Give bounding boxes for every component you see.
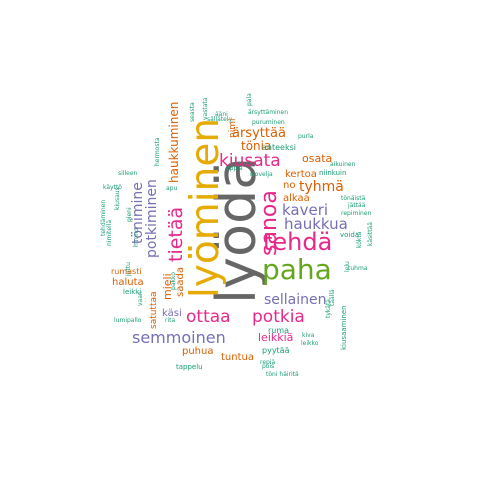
cloud-word: jättää (348, 202, 366, 209)
cloud-word: kiusaus (114, 187, 121, 210)
cloud-word: tehdäminen (100, 199, 107, 236)
cloud-word: seasta (189, 102, 196, 122)
cloud-word: tietää (165, 206, 187, 262)
cloud-word: lelu (344, 261, 351, 272)
cloud-word: rita (165, 317, 176, 324)
cloud-word: sällätely (207, 116, 233, 123)
cloud-word: lyöminen (183, 117, 228, 298)
cloud-word: niinkuin (319, 169, 347, 177)
cloud-word: puhua (182, 346, 214, 357)
cloud-word: ääni (215, 111, 228, 118)
cloud-word: käsi (162, 308, 182, 319)
cloud-word: semmoinen (132, 328, 226, 347)
cloud-word: repiminen (341, 210, 372, 217)
cloud-word: silleen (118, 170, 138, 177)
cloud-word: oppia (226, 165, 243, 172)
cloud-word: tönäistä (341, 195, 366, 202)
cloud-word: pala (246, 93, 253, 106)
cloud-word: tuntua (221, 352, 254, 363)
cloud-word: pieni (126, 207, 133, 222)
cloud-word: köktä (356, 231, 363, 248)
cloud-word: käsittää (367, 222, 374, 246)
cloud-word: kiva (302, 332, 315, 339)
cloud-word: satuttaa (149, 291, 159, 329)
cloud-word: saada (175, 267, 186, 297)
cloud-word: isovelja (250, 171, 273, 178)
cloud-word: paha (262, 253, 332, 286)
cloud-word: tehdä (263, 228, 333, 256)
cloud-word: huono (133, 228, 140, 247)
cloud-word: töni häiritä (266, 371, 299, 378)
cloud-word: aikuinen (330, 161, 356, 168)
cloud-word: anteeksi (262, 143, 296, 152)
cloud-word: rumasti (111, 267, 142, 276)
cloud-word: kertoa (285, 169, 317, 180)
cloud-word: sellainen (264, 292, 327, 308)
cloud-word: kaveri (282, 201, 329, 219)
cloud-word: sanoa (257, 190, 282, 256)
cloud-word: no (283, 180, 296, 191)
cloud-word: kiusaaminen (340, 305, 348, 350)
cloud-word: vaan (137, 291, 144, 306)
cloud-word: lumipallo (114, 317, 142, 324)
cloud-word: tyhmä (299, 179, 344, 195)
cloud-word: ärsyttäminen (248, 109, 289, 116)
cloud-word: leikki (123, 288, 142, 296)
cloud-word: osata (302, 152, 333, 165)
cloud-word: tappelu (176, 363, 203, 371)
cloud-word: kiusata (219, 151, 281, 171)
cloud-word: tykätä (325, 299, 332, 318)
cloud-word: alkaa (283, 193, 310, 204)
cloud-word: potkia (252, 307, 305, 327)
cloud-word: ruma (268, 326, 290, 335)
cloud-word: puruminen (252, 119, 285, 126)
cloud-word: hermosta (154, 137, 161, 166)
cloud-word: pois (262, 363, 275, 370)
cloud-word: repiä (260, 359, 276, 366)
cloud-word: pakko (170, 272, 177, 290)
cloud-word: haukkua (284, 215, 348, 233)
cloud-word: haluta (112, 277, 144, 288)
cloud-word: tuhma (348, 265, 368, 272)
cloud-word: purla (298, 133, 314, 140)
cloud-word: ärsyttää (232, 126, 286, 141)
cloud-word: juttu (125, 262, 132, 276)
cloud-word: leikko (301, 340, 319, 347)
cloud-word: nimitellä (106, 219, 113, 246)
cloud-word: pyytää (262, 346, 290, 355)
cloud-word: käyttö (103, 184, 122, 191)
cloud-word: voida (340, 231, 360, 239)
cloud-word: ottaa (186, 307, 231, 327)
cloud-word: apu (166, 185, 178, 192)
cloud-word: haukkuminen (167, 101, 181, 183)
cloud-word: potkiminen (144, 179, 160, 258)
cloud-word: leikkiä (258, 331, 294, 344)
cloud-word: tönia (241, 139, 272, 153)
